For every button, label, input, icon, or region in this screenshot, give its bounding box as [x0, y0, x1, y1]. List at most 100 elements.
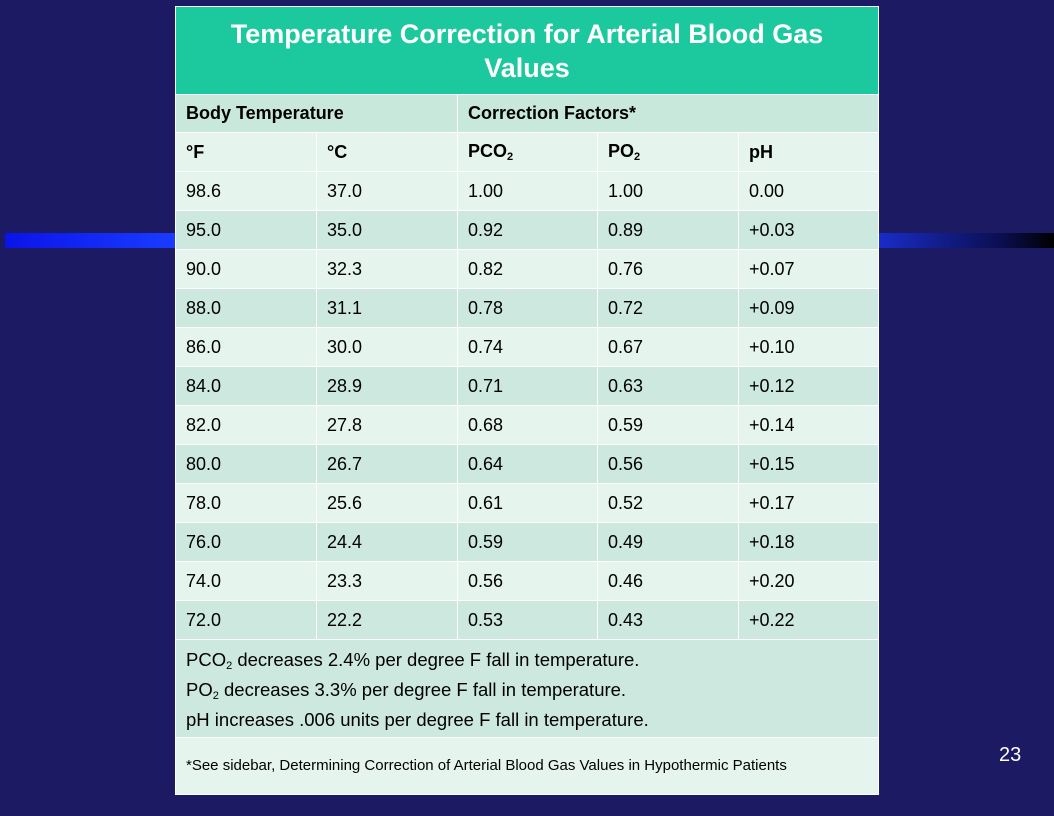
- column-header: °F: [175, 132, 317, 172]
- table-cell: 0.56: [457, 561, 598, 601]
- note-text: decreases 3.3% per degree F fall in temp…: [218, 678, 627, 700]
- table-cell: 0.56: [597, 444, 739, 484]
- table-row: 80.0 26.7 0.64 0.56 +0.15: [175, 444, 880, 484]
- table-cell: 0.43: [597, 600, 739, 640]
- table-row: 88.0 31.1 0.78 0.72 +0.09: [175, 288, 880, 328]
- column-header-text: PO: [608, 141, 635, 161]
- table-row: 95.0 35.0 0.92 0.89 +0.03: [175, 210, 880, 250]
- table-cell: 30.0: [316, 327, 458, 367]
- table-row: 78.0 25.6 0.61 0.52 +0.17: [175, 483, 880, 523]
- table-title: Temperature Correction for Arterial Bloo…: [174, 6, 880, 95]
- table-cell: +0.10: [737, 327, 880, 367]
- table-row: 84.0 28.9 0.71 0.63 +0.12: [175, 366, 880, 406]
- table-cell: 37.0: [316, 171, 458, 211]
- table-cell: 98.6: [175, 171, 317, 211]
- table-cell: 0.46: [597, 561, 739, 601]
- column-header-text: PCO: [468, 141, 508, 161]
- table-row: 90.0 32.3 0.82 0.76 +0.07: [175, 249, 880, 289]
- group-header-correction-factors: Correction Factors*: [456, 94, 880, 133]
- column-header: PO2: [597, 132, 739, 172]
- table-cell: 0.71: [457, 366, 598, 406]
- table-row: 98.6 37.0 1.00 1.00 0.00: [175, 171, 880, 211]
- table-cell: 0.49: [597, 522, 739, 562]
- table-cell: 32.3: [316, 249, 458, 289]
- table-cell: 25.6: [316, 483, 458, 523]
- note-text: decreases 2.4% per degree F fall in temp…: [232, 648, 640, 670]
- table-cell: 31.1: [316, 288, 458, 328]
- table-cell: +0.09: [737, 288, 880, 328]
- table-cell: 0.64: [457, 444, 598, 484]
- table-cell: 0.59: [597, 405, 739, 445]
- column-header: pH: [737, 132, 880, 172]
- table-cell: +0.03: [737, 210, 880, 250]
- table-cell: 1.00: [457, 171, 598, 211]
- table-cell: 95.0: [175, 210, 317, 250]
- table-cell: 0.53: [457, 600, 598, 640]
- abg-correction-table: Temperature Correction for Arterial Bloo…: [174, 6, 880, 795]
- table-cell: +0.18: [737, 522, 880, 562]
- decorative-stripe-right: [878, 233, 1054, 248]
- column-header-text: °C: [327, 141, 348, 162]
- table-cell: 0.52: [597, 483, 739, 523]
- table-cell: 0.00: [737, 171, 880, 211]
- table-cell: 0.76: [597, 249, 739, 289]
- table-container: Temperature Correction for Arterial Bloo…: [174, 6, 880, 795]
- note-text: pH increases .006 units per degree F fal…: [186, 708, 649, 730]
- column-header-text: °F: [186, 141, 205, 162]
- table-cell: 74.0: [175, 561, 317, 601]
- table-cell: 0.78: [457, 288, 598, 328]
- table-cell: 82.0: [175, 405, 317, 445]
- table-cell: 72.0: [175, 600, 317, 640]
- note-subscript: 2: [212, 689, 219, 702]
- note-line: pH increases .006 units per degree F fal…: [186, 708, 878, 732]
- table-row: 74.0 23.3 0.56 0.46 +0.20: [175, 561, 880, 601]
- column-header: PCO2: [457, 132, 598, 172]
- table-cell: 0.59: [457, 522, 598, 562]
- table-cell: 0.61: [457, 483, 598, 523]
- table-cell: 0.92: [457, 210, 598, 250]
- table-row: 86.0 30.0 0.74 0.67 +0.10: [175, 327, 880, 367]
- table-row: 76.0 24.4 0.59 0.49 +0.18: [175, 522, 880, 562]
- table-row: 72.0 22.2 0.53 0.43 +0.22: [175, 600, 880, 640]
- table-cell: 0.74: [457, 327, 598, 367]
- decorative-stripe-left: [5, 233, 175, 248]
- table-cell: 24.4: [316, 522, 458, 562]
- table-cell: 26.7: [316, 444, 458, 484]
- table-cell: 27.8: [316, 405, 458, 445]
- notes-cell: PCO2 decreases 2.4% per degree F fall in…: [174, 639, 880, 738]
- table-cell: +0.22: [737, 600, 880, 640]
- table-cell: +0.15: [737, 444, 880, 484]
- note-text: PO: [186, 678, 213, 700]
- group-header-body-temperature: Body Temperature: [175, 94, 458, 133]
- table-cell: 0.89: [597, 210, 739, 250]
- table-cell: 90.0: [175, 249, 317, 289]
- table-cell: 76.0: [175, 522, 317, 562]
- table-cell: 35.0: [316, 210, 458, 250]
- column-header-subscript: 2: [507, 151, 514, 163]
- column-header-text: pH: [749, 141, 773, 162]
- note-line: PCO2 decreases 2.4% per degree F fall in…: [186, 648, 878, 678]
- table-cell: +0.12: [737, 366, 880, 406]
- table-cell: 84.0: [175, 366, 317, 406]
- note-line: PO2 decreases 3.3% per degree F fall in …: [186, 678, 878, 708]
- note-subscript: 2: [226, 659, 233, 672]
- table-cell: 0.68: [457, 405, 598, 445]
- table-cell: 0.82: [457, 249, 598, 289]
- table-cell: 22.2: [316, 600, 458, 640]
- table-cell: 23.3: [316, 561, 458, 601]
- table-cell: 28.9: [316, 366, 458, 406]
- table-cell: +0.07: [737, 249, 880, 289]
- table-cell: +0.14: [737, 405, 880, 445]
- page-number: 23: [999, 744, 1022, 766]
- table-cell: +0.17: [737, 483, 880, 523]
- footnote: *See sidebar, Determining Correction of …: [174, 737, 880, 795]
- column-header: °C: [316, 132, 458, 172]
- table-cell: 80.0: [175, 444, 317, 484]
- table-cell: 0.63: [597, 366, 739, 406]
- note-text: PCO: [186, 648, 227, 670]
- table-cell: 1.00: [597, 171, 739, 211]
- table-cell: 0.67: [597, 327, 739, 367]
- table-cell: +0.20: [737, 561, 880, 601]
- table-cell: 88.0: [175, 288, 317, 328]
- column-header-subscript: 2: [634, 151, 641, 163]
